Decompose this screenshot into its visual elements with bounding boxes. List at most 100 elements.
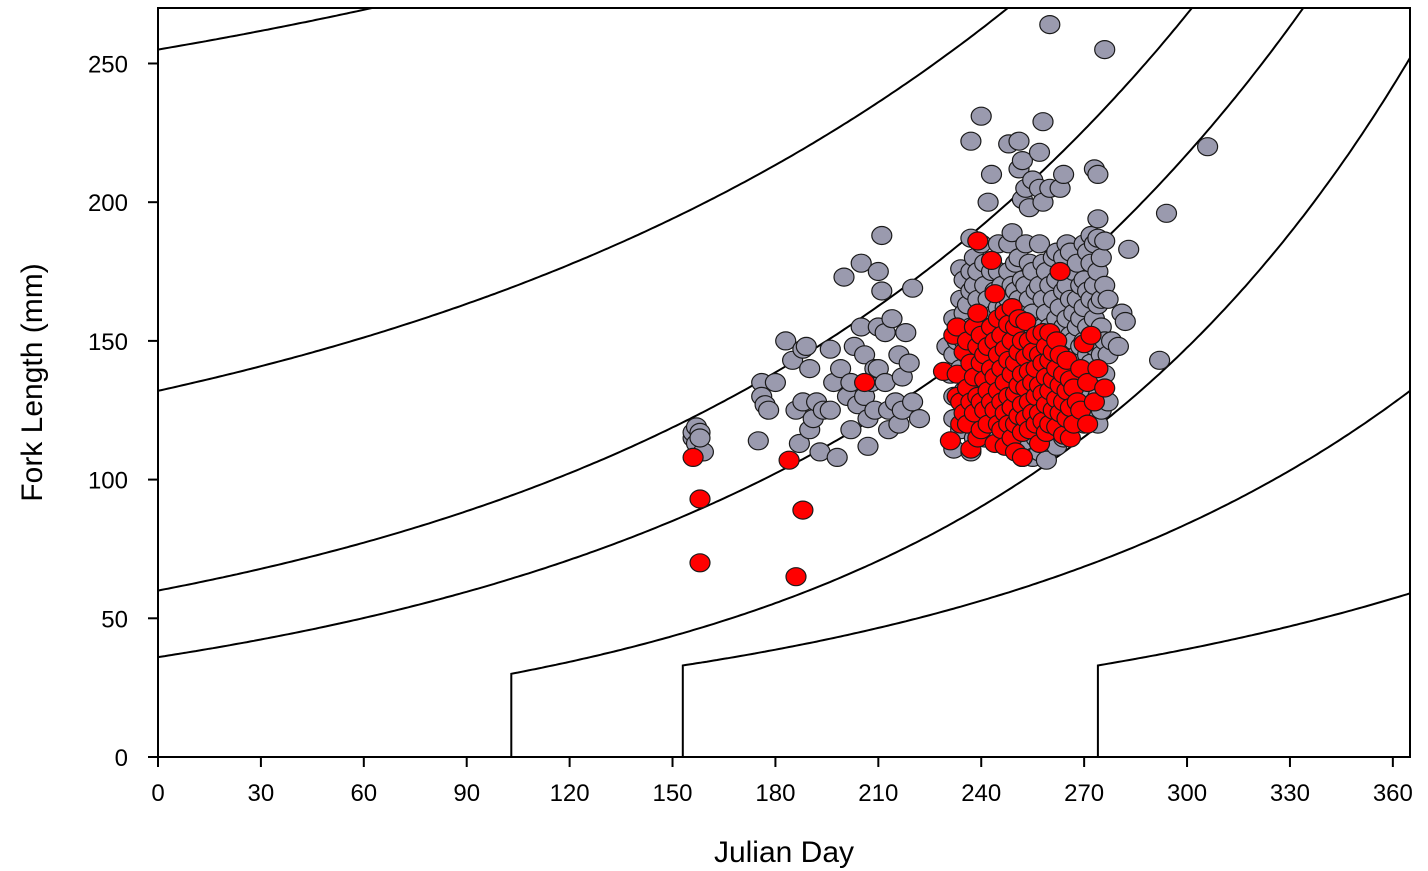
growth-curve xyxy=(158,8,1194,592)
gray-data-point xyxy=(1028,234,1051,254)
gray-data-point xyxy=(850,253,872,273)
gray-data-point xyxy=(1087,164,1109,184)
red-data-point xyxy=(1080,325,1102,345)
gray-data-point xyxy=(1114,311,1136,332)
gray-data-point xyxy=(1097,289,1119,309)
gray-data-point xyxy=(1094,231,1116,251)
gray-data-point xyxy=(1087,209,1109,229)
red-data-point xyxy=(1049,261,1071,282)
gray-data-point xyxy=(898,353,920,373)
red-data-point xyxy=(853,372,876,393)
x-tick-label: 150 xyxy=(652,780,692,807)
gray-data-point xyxy=(1094,39,1116,60)
red-data-point xyxy=(1015,311,1037,332)
x-tick-label: 270 xyxy=(1064,780,1104,807)
gray-data-point xyxy=(908,409,931,429)
gray-data-point xyxy=(1052,164,1075,184)
y-tick-label: 250 xyxy=(88,51,128,78)
y-axis-title: Fork Length (mm) xyxy=(16,263,49,501)
gray-data-point xyxy=(960,131,982,151)
red-data-point xyxy=(1087,359,1109,379)
x-tick-label: 300 xyxy=(1167,780,1207,807)
gray-data-point xyxy=(819,400,841,420)
growth-curve xyxy=(681,390,1410,757)
red-data-point xyxy=(984,284,1006,304)
red-data-point xyxy=(1011,447,1034,467)
gray-data-point xyxy=(689,428,711,448)
x-tick-label: 240 xyxy=(961,780,1001,807)
gray-data-point xyxy=(871,281,893,301)
gray-data-point xyxy=(795,336,817,356)
gray-data-point xyxy=(1196,137,1219,157)
x-tick-label: 330 xyxy=(1270,780,1310,807)
x-tick-label: 180 xyxy=(755,780,795,807)
gray-data-point xyxy=(833,267,855,287)
red-data-point xyxy=(967,231,989,251)
gray-data-point xyxy=(775,331,797,351)
red-data-point xyxy=(1083,392,1106,412)
red-data-point xyxy=(778,450,800,470)
x-tick-label: 0 xyxy=(151,780,164,807)
gray-data-point xyxy=(857,436,879,456)
gray-data-point xyxy=(1039,15,1061,35)
red-data-point xyxy=(792,500,814,520)
red-data-point xyxy=(1094,378,1116,398)
gray-data-point xyxy=(1118,239,1140,259)
gray-data-point xyxy=(1011,151,1034,171)
gray-data-point xyxy=(1148,350,1171,370)
x-axis-ticks: 0 30 60 90 120 150 180 210 240 270 300 330 360 xyxy=(151,757,1413,807)
plot-frame xyxy=(157,7,1411,758)
gray-data-point xyxy=(819,339,841,359)
gray-data-point xyxy=(1107,336,1130,356)
x-tick-label: 30 xyxy=(248,780,275,807)
gray-data-point xyxy=(970,106,992,126)
x-tick-label: 210 xyxy=(858,780,898,807)
gray-data-point xyxy=(1008,131,1030,151)
x-tick-label: 120 xyxy=(550,780,590,807)
x-axis-title: Julian Day xyxy=(714,836,854,869)
gray-data-point xyxy=(1032,112,1054,132)
y-tick-label: 150 xyxy=(88,329,128,356)
gray-data-point xyxy=(840,420,862,440)
x-tick-label: 360 xyxy=(1373,780,1413,807)
red-data-point xyxy=(1076,414,1099,434)
x-tick-label: 60 xyxy=(350,780,377,807)
gray-data-point xyxy=(764,372,787,393)
gray-data-point xyxy=(901,278,924,298)
gray-data-point xyxy=(871,225,893,246)
red-data-point xyxy=(980,250,1003,270)
gray-data-point xyxy=(1028,142,1051,162)
y-tick-label: 100 xyxy=(88,468,128,495)
growth-curve xyxy=(158,8,1010,392)
growth-curve xyxy=(158,8,377,51)
gray-data-point xyxy=(901,392,924,412)
red-data-point xyxy=(689,553,711,573)
gray-data-point xyxy=(1001,223,1023,243)
growth-curves xyxy=(158,8,1410,757)
red-data-point xyxy=(939,431,962,451)
gray-data-point xyxy=(826,447,848,467)
gray-data-point xyxy=(788,433,811,454)
x-tick-label: 90 xyxy=(453,780,480,807)
gray-data-point xyxy=(867,261,889,282)
gray-data-point xyxy=(895,323,917,343)
gray-data-point xyxy=(829,359,852,379)
gray-data-point xyxy=(747,431,769,451)
y-tick-label: 0 xyxy=(115,745,128,772)
red-data-point xyxy=(689,489,711,509)
gray-data-point xyxy=(853,345,876,365)
gray-data-point xyxy=(1090,248,1112,268)
growth-curve xyxy=(158,8,1305,659)
gray-data-point xyxy=(881,309,903,329)
y-tick-label: 200 xyxy=(88,190,128,217)
red-data-point xyxy=(682,447,704,467)
red-series-points xyxy=(682,231,1116,587)
gray-data-point xyxy=(799,359,821,379)
gray-data-point xyxy=(980,164,1003,184)
y-axis-ticks: 0 50 100 150 200 250 xyxy=(88,51,158,772)
growth-curve xyxy=(1096,592,1410,757)
growth-curve xyxy=(510,57,1410,757)
y-tick-label: 50 xyxy=(101,606,128,633)
gray-data-point xyxy=(1155,203,1178,223)
